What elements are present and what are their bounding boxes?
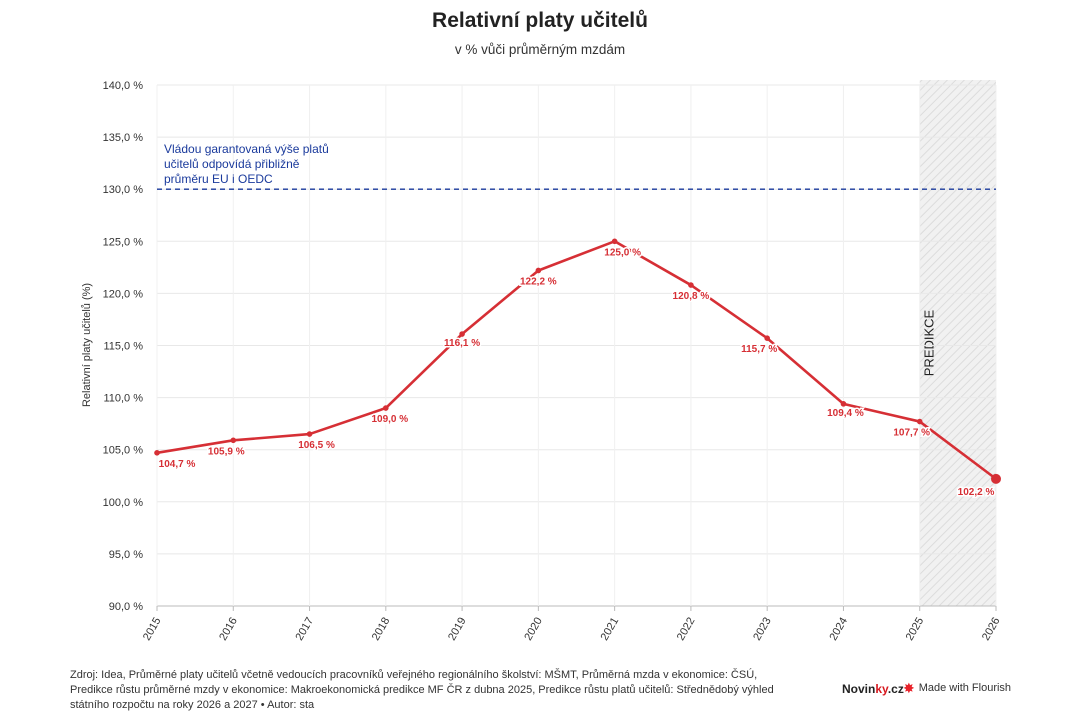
x-tick-label: 2021 <box>599 616 622 643</box>
data-point <box>764 335 770 342</box>
y-tick-label: 105,0 % <box>103 445 144 457</box>
y-tick-label: 125,0 % <box>103 236 144 248</box>
data-label: 116,1 % <box>444 338 480 349</box>
data-point <box>535 267 542 274</box>
data-label: 122,2 % <box>520 276 557 287</box>
x-tick-label: 2019 <box>446 616 469 643</box>
source-note: Zdroj: Idea, Průměrné platy učitelů včet… <box>70 668 820 713</box>
x-tick-label: 2015 <box>141 616 164 643</box>
y-tick-label: 135,0 % <box>103 132 144 144</box>
x-tick-label: 2018 <box>370 616 393 643</box>
chart-subtitle: v % vůči průměrným mzdám <box>454 42 626 57</box>
data-point <box>611 238 618 245</box>
x-tick-label: 2017 <box>294 616 317 643</box>
data-point <box>688 282 694 288</box>
source-line: Predikce růstu průměrné mzdy v ekonomice… <box>70 684 774 696</box>
x-tick-label: 2025 <box>904 616 927 643</box>
data-point <box>916 418 923 425</box>
x-tick-label: 2016 <box>217 616 240 643</box>
series-line <box>156 240 997 480</box>
y-tick-label: 95,0 % <box>109 549 143 561</box>
y-tick-label: 115,0 % <box>103 341 143 353</box>
data-label: 109,4 % <box>827 408 864 419</box>
line-chart: PREDIKCE 90,0 % 95,0 % 100,0 % 105,0 % 110,0… <box>81 80 1003 643</box>
data-label: 104,7 % <box>159 459 196 470</box>
prediction-label: PREDIKCE <box>922 309 937 376</box>
data-point <box>306 431 313 437</box>
y-tick-label: 120,0 % <box>103 288 144 300</box>
y-tick-label: 130,0 % <box>103 184 144 196</box>
data-point <box>154 450 160 456</box>
made-with-flourish-link[interactable]: ✸ Made with Flourish <box>903 680 1012 696</box>
source-line: Zdroj: Idea, Průměrné platy učitelů včet… <box>70 669 758 681</box>
data-label: 102,2 % <box>958 487 995 498</box>
reference-annotation: průměru EU i OEDC <box>164 172 273 186</box>
y-tick-label: 100,0 % <box>103 497 144 509</box>
flourish-text: Made with Flourish <box>918 682 1012 694</box>
y-tick-label: 110,0 % <box>103 393 143 405</box>
data-point <box>840 401 847 407</box>
reference-annotation: učitelů odpovídá přibližně <box>164 157 300 171</box>
y-tick-label: 90,0 % <box>109 601 143 613</box>
y-tick-label: 140,0 % <box>103 80 144 92</box>
y-axis-title: Relativní platy učitelů (%) <box>81 283 93 407</box>
data-label: 105,9 % <box>208 446 245 457</box>
data-point <box>383 405 389 411</box>
chart-title: Relativní platy učitelů <box>432 9 648 32</box>
x-tick-label: 2020 <box>522 616 545 643</box>
x-tick-label: 2024 <box>827 616 850 643</box>
novinky-logo[interactable]: Novinky.cz <box>842 682 904 696</box>
data-point <box>230 437 237 444</box>
data-label: 115,7 % <box>741 344 777 355</box>
data-label: 107,7 % <box>893 428 930 439</box>
x-tick-label: 2023 <box>751 616 774 643</box>
data-point <box>991 473 1001 484</box>
reference-annotation: Vládou garantovaná výše platů <box>164 142 329 156</box>
x-tick-label: 2026 <box>980 616 1003 643</box>
flourish-icon: ✸ <box>903 680 915 696</box>
x-tick-label: 2022 <box>675 616 698 643</box>
prediction-region <box>919 80 996 606</box>
data-label: 120,8 % <box>673 291 710 302</box>
data-label: 109,0 % <box>371 414 408 425</box>
data-point <box>459 331 465 337</box>
source-line: státního rozpočtu na roky 2026 a 2027 • … <box>70 699 315 711</box>
data-label: 125,0 % <box>604 247 641 258</box>
data-label: 106,5 % <box>298 440 335 451</box>
